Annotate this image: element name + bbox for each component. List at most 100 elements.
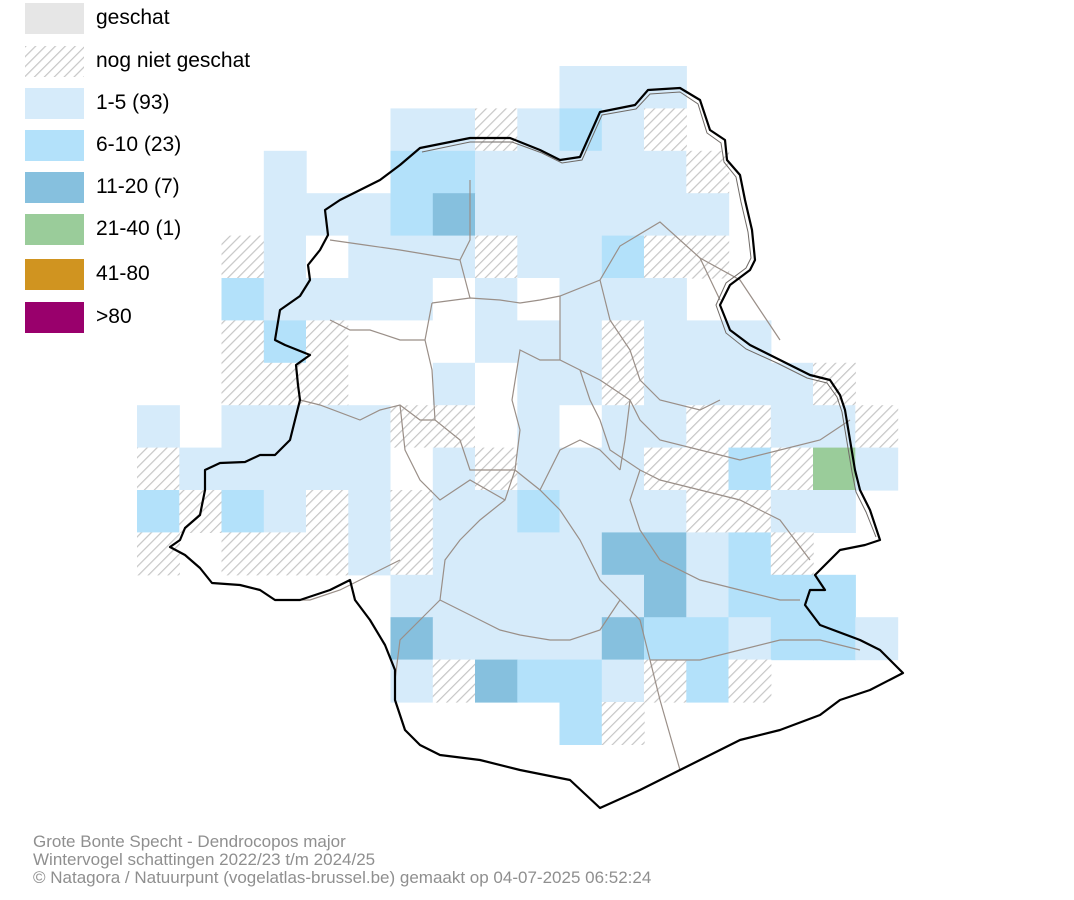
grid-cell [517, 447, 561, 491]
grid-cell [263, 490, 307, 533]
grid-cell [263, 193, 307, 237]
grid-cell [348, 278, 392, 321]
cell-empty [348, 320, 392, 364]
legend-item-over-80: >80 [25, 302, 345, 336]
grid-cell [517, 490, 561, 533]
grid-cell [432, 447, 476, 491]
grid-cell [601, 617, 645, 661]
grid-cell [263, 278, 307, 321]
grid-cell [390, 108, 434, 152]
grid-cell [686, 659, 730, 703]
cell-not-estimated [137, 532, 180, 576]
grid-cell [559, 108, 603, 152]
legend-swatch [25, 172, 84, 203]
cell-not-estimated [728, 659, 772, 703]
grid-cell [601, 532, 645, 576]
copyright-notice: © Natagora / Natuurpunt (vogelatlas-brus… [33, 868, 652, 887]
municipality-borders [280, 180, 861, 771]
legend-swatch [25, 214, 84, 245]
legend-item-not-estimated: nog niet geschat [25, 46, 345, 80]
cell-not-estimated [855, 405, 899, 449]
grid-cell [686, 193, 730, 237]
legend-label: 6-10 (23) [96, 133, 182, 156]
grid-cell [517, 235, 561, 279]
cell-not-estimated [601, 362, 645, 406]
grid-cell [517, 659, 561, 703]
legend-label: nog niet geschat [96, 49, 251, 72]
grid-cell [221, 490, 265, 533]
map-caption: Grote Bonte Specht - Dendrocopos major W… [33, 833, 651, 887]
grid-cell [686, 574, 730, 618]
grid-cell [686, 362, 730, 406]
legend-item-11-20: 11-20 (7) [25, 172, 345, 206]
grid-cell [601, 235, 645, 279]
grid-cell [601, 150, 645, 194]
cell-not-estimated [475, 447, 518, 491]
grid-cell [432, 193, 476, 237]
grid-cell [601, 193, 645, 237]
legend-item-21-40: 21-40 (1) [25, 214, 345, 248]
grid-cell [475, 490, 518, 533]
grid-cell [644, 574, 687, 618]
grid-cell [517, 362, 561, 406]
grid-cell [770, 490, 814, 533]
region-outline [168, 86, 905, 810]
grid-cell [770, 617, 814, 661]
grid-cell [559, 362, 603, 406]
cell-not-estimated [813, 362, 856, 406]
grid-cell [559, 66, 603, 109]
legend-swatch [25, 130, 84, 161]
grid-cell [559, 702, 603, 745]
grid-cell [517, 532, 561, 576]
grid-cell [728, 362, 772, 406]
grid-cell [221, 278, 265, 321]
grid-cell [179, 447, 223, 491]
grid-cell [390, 574, 434, 618]
cell-not-estimated [390, 490, 434, 533]
grid-cell [855, 617, 899, 661]
grid-cell [221, 447, 265, 491]
grid-cell [263, 320, 307, 364]
grid-cell [475, 659, 518, 703]
grid-cell [263, 150, 307, 194]
cell-not-estimated [644, 108, 687, 152]
legend-swatch [25, 302, 84, 333]
cell-not-estimated [686, 490, 730, 533]
legend-label: 21-40 (1) [96, 217, 182, 240]
grid-cell [517, 574, 561, 618]
grid-cell [348, 193, 392, 237]
legend-item-41-80: 41-80 [25, 259, 345, 293]
grid-cell [770, 405, 814, 449]
grid-cell [137, 490, 180, 533]
legend-item-estimated: geschat [25, 3, 345, 37]
grid-cell [432, 617, 476, 661]
grid-cell [770, 362, 814, 406]
cell-not-estimated [221, 320, 265, 364]
survey-period: Wintervogel schattingen 2022/23 t/m 2024… [33, 850, 376, 869]
grid-cell [475, 193, 518, 237]
cell-not-estimated [644, 447, 687, 491]
grid-cell [432, 490, 476, 533]
cell-empty [390, 320, 434, 364]
cell-not-estimated [644, 235, 687, 279]
grid-cell [559, 235, 603, 279]
grid-cell [517, 193, 561, 237]
grid-cell [390, 235, 434, 279]
cell-not-estimated [432, 405, 476, 449]
cell-not-estimated [644, 659, 687, 703]
grid-cell [306, 278, 349, 321]
grid-cell [348, 490, 392, 533]
grid-cell [559, 278, 603, 321]
cell-not-estimated [686, 150, 730, 194]
grid-cell [770, 574, 814, 618]
grid-cell [348, 532, 392, 576]
cell-not-estimated [770, 447, 814, 491]
grid-cell [601, 405, 645, 449]
species-name: Grote Bonte Specht - Dendrocopos major [33, 832, 346, 851]
cell-not-estimated [221, 532, 265, 576]
cell-not-estimated [137, 447, 180, 491]
legend-swatch-hatched [25, 46, 84, 77]
cell-empty [432, 320, 476, 364]
cell-not-estimated [686, 235, 730, 279]
grid-cell [644, 362, 687, 406]
